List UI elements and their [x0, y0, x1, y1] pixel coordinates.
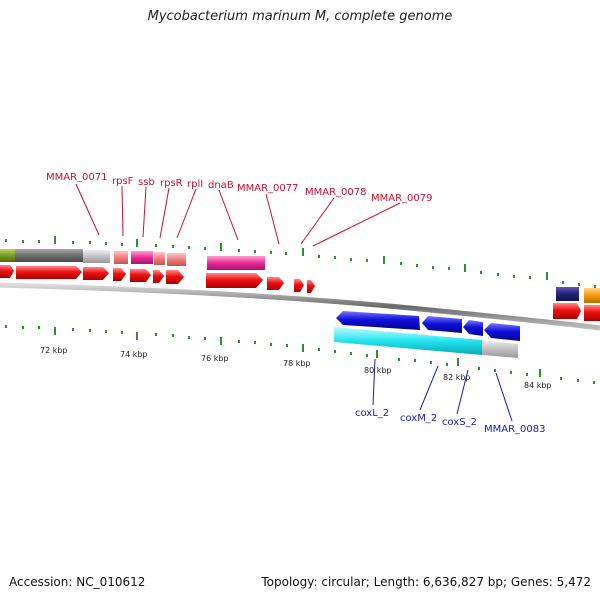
feature-block-cyan[interactable]	[334, 327, 482, 355]
gene-label-rpli[interactable]: rplI	[187, 179, 203, 190]
map-title: Mycobacterium marinum M, complete genome	[147, 9, 453, 24]
lower-leader-lines	[372, 358, 513, 422]
gene-arrow[interactable]	[267, 277, 284, 290]
feature-block-pink[interactable]	[207, 256, 265, 270]
gene-label-rpsr[interactable]: rpsR	[160, 178, 183, 189]
gene-label-mmar-0083[interactable]: MMAR_0083	[484, 424, 546, 435]
gene-label-mmar-0078[interactable]: MMAR_0078	[305, 187, 367, 198]
genome-backbone	[0, 282, 600, 331]
feature-block-gray[interactable]	[15, 249, 83, 262]
upper-feature-track	[0, 249, 600, 303]
gene-arrow[interactable]	[16, 266, 82, 279]
scale-label: 72 kbp	[40, 346, 68, 355]
scale-label: 84 kbp	[524, 381, 552, 390]
gene-arrow[interactable]	[166, 270, 184, 284]
gene-arrow[interactable]	[307, 280, 315, 293]
gene-arrow[interactable]	[422, 316, 462, 333]
scale-label: 82 kbp	[443, 373, 471, 382]
gene-arrow[interactable]	[294, 279, 304, 292]
feature-block-light[interactable]	[83, 250, 110, 263]
genome-summary-text: Topology: circular; Length: 6,636,827 bp…	[261, 575, 591, 589]
gene-arrow[interactable]	[484, 323, 520, 341]
feature-block-orange[interactable]	[584, 288, 600, 303]
upper-leader-lines	[75, 183, 401, 247]
feature-block-salmon[interactable]	[114, 251, 128, 264]
feature-block-navy[interactable]	[556, 287, 579, 301]
scale-label: 78 kbp	[283, 359, 311, 368]
gene-label-mmar-0079[interactable]: MMAR_0079	[371, 193, 433, 204]
reverse-genes	[336, 311, 520, 341]
scale-label: 80 kbp	[364, 366, 392, 375]
gene-arrow[interactable]	[153, 270, 164, 283]
gene-arrow[interactable]	[130, 269, 151, 282]
gene-arrow[interactable]	[0, 265, 14, 278]
gene-arrow[interactable]	[113, 268, 126, 281]
lower-tick-track	[5, 325, 595, 384]
feature-block-salmon[interactable]	[167, 253, 186, 266]
feature-block-pink[interactable]	[131, 251, 153, 264]
upper-tick-track	[5, 236, 596, 288]
forward-genes	[0, 265, 600, 321]
gene-label-dnab[interactable]: dnaB	[208, 180, 234, 191]
scale-label: 74 kbp	[120, 350, 148, 359]
gene-label-rpsf[interactable]: rpsF	[112, 176, 134, 187]
gene-label-mmar-0071[interactable]: MMAR_0071	[46, 172, 108, 183]
gene-arrow[interactable]	[336, 311, 420, 330]
gene-arrow[interactable]	[553, 303, 581, 319]
feature-block-salmon[interactable]	[154, 252, 165, 265]
feature-block-olive[interactable]	[0, 249, 15, 262]
gene-arrow[interactable]	[463, 320, 483, 336]
gene-label-mmar-0077[interactable]: MMAR_0077	[237, 183, 299, 194]
lower-feature-track	[334, 327, 518, 358]
gene-arrow[interactable]	[83, 267, 109, 280]
gene-label-coxs-2[interactable]: coxS_2	[442, 417, 477, 428]
gene-arrow[interactable]	[206, 273, 263, 288]
gene-label-coxm-2[interactable]: coxM_2	[400, 413, 437, 424]
feature-block-light[interactable]	[482, 340, 518, 358]
accession-text: Accession: NC_010612	[9, 575, 146, 589]
gene-label-ssb[interactable]: ssb	[138, 177, 155, 188]
gene-label-coxl-2[interactable]: coxL_2	[355, 408, 389, 419]
scale-label: 76 kbp	[201, 354, 229, 363]
gene-arrow[interactable]	[584, 305, 600, 321]
